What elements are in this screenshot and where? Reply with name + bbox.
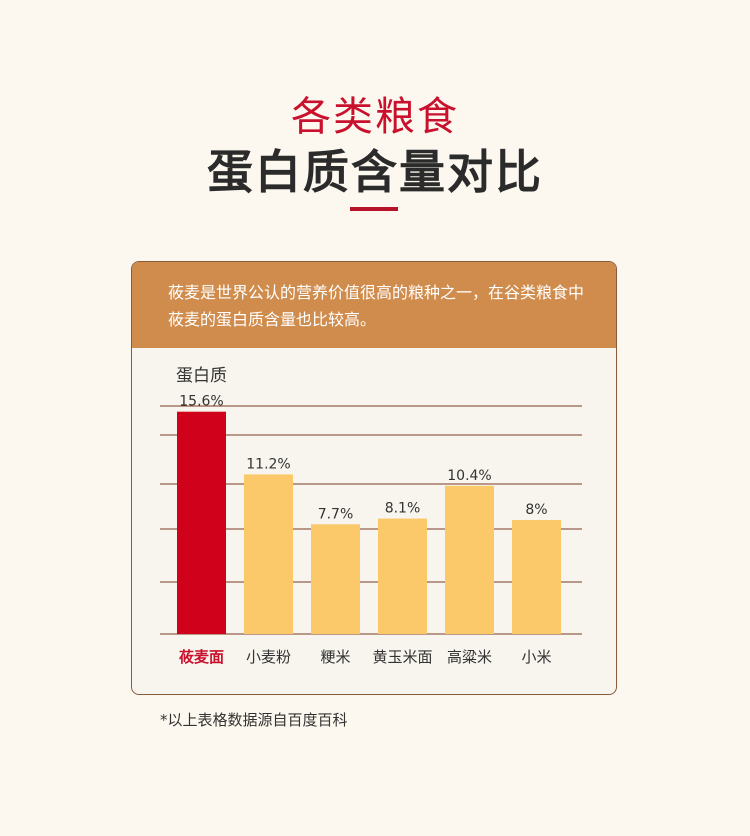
page-title: 蛋白质含量对比 xyxy=(207,145,543,199)
value-label-0: 15.6% xyxy=(179,394,223,410)
title-divider xyxy=(350,207,398,211)
value-labels: 15.6% 11.2% 7.7% 8.1% 10.4% 8% xyxy=(179,394,547,523)
source-footnote: *以上表格数据源自百度百科 xyxy=(160,711,348,729)
page-subtitle: 各类粮食 xyxy=(291,94,459,140)
value-label-2: 7.7% xyxy=(318,506,354,522)
category-label-2: 粳米 xyxy=(320,648,350,666)
gridlines xyxy=(160,405,582,635)
protein-chart-card: 莜麦是世界公认的营养价值很高的粮种之一，在谷类粮食中莜麦的蛋白质含量也比较高。 … xyxy=(131,261,617,695)
bar-3 xyxy=(378,518,427,634)
bar-5 xyxy=(512,520,561,634)
y-axis-label: 蛋白质 xyxy=(176,366,227,386)
bar-1 xyxy=(244,474,293,634)
value-label-4: 10.4% xyxy=(447,468,491,484)
category-label-5: 小米 xyxy=(521,648,551,666)
bar-4 xyxy=(445,485,494,634)
protein-bar-chart: 蛋白质 15.6% 11.2% 7.7% 8.1% 10.4% 8% 莜麦面 小麦粉 粳米 黄玉… xyxy=(160,366,582,666)
value-label-5: 8% xyxy=(525,502,547,518)
value-label-1: 11.2% xyxy=(246,456,290,472)
bars xyxy=(177,411,561,634)
card-description: 莜麦是世界公认的营养价值很高的粮种之一，在谷类粮食中莜麦的蛋白质含量也比较高。 xyxy=(132,262,616,348)
bar-2 xyxy=(311,524,360,634)
value-label-3: 8.1% xyxy=(385,501,421,517)
category-label-1: 小麦粉 xyxy=(246,648,291,666)
category-label-0: 莜麦面 xyxy=(179,648,224,666)
category-labels: 莜麦面 小麦粉 粳米 黄玉米面 高粱米 小米 xyxy=(179,648,552,666)
category-label-3: 黄玉米面 xyxy=(372,648,432,666)
bar-0 xyxy=(177,411,226,634)
category-label-4: 高粱米 xyxy=(447,648,492,666)
